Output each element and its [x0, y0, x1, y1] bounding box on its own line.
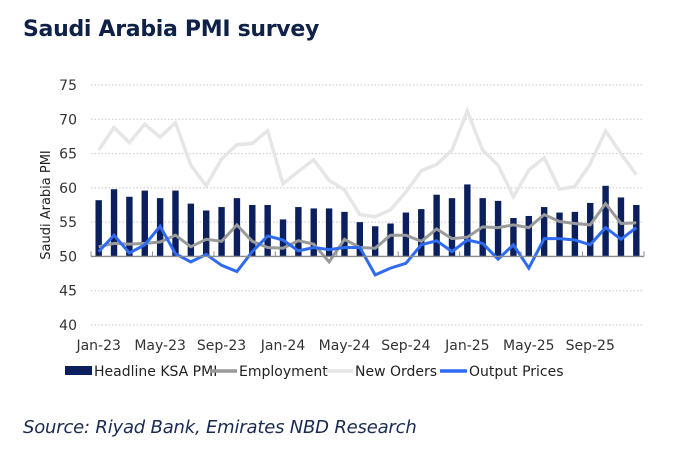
x-tick-label: Sep-24	[381, 338, 430, 354]
x-tick-label: Jan-24	[260, 338, 306, 354]
x-tick-label: May-23	[134, 338, 186, 354]
bar-headline-pmi	[525, 215, 532, 257]
bar-headline-pmi	[110, 189, 118, 257]
bar-headline-pmi	[571, 211, 579, 257]
bar-headline-pmi	[126, 196, 133, 257]
x-axis-ticks: Jan-23 May-23 Sep-23 Jan-24 May-24 Sep-24 Jan-…	[75, 338, 614, 354]
line-employment	[98, 201, 637, 265]
bar-headline-pmi	[264, 205, 271, 257]
legend-label: Headline KSA PMI	[94, 364, 217, 380]
y-tick-label: 70	[59, 112, 77, 128]
x-tick-label: May-24	[319, 338, 371, 354]
bar-headline-pmi	[295, 207, 302, 257]
y-tick-label: 40	[59, 318, 77, 334]
bar-headline-pmi	[510, 218, 517, 257]
bar-headline-pmi	[218, 207, 225, 257]
bar-series	[95, 184, 640, 257]
bar-headline-pmi	[587, 202, 594, 257]
y-tick-label: 55	[59, 215, 77, 231]
bar-headline-pmi	[310, 208, 317, 257]
x-tick-label: Jan-25	[444, 338, 489, 354]
line-new-orders	[97, 106, 638, 219]
bar-headline-pmi	[203, 210, 210, 257]
x-tick-label: Sep-23	[197, 338, 246, 354]
bar-headline-pmi	[325, 208, 333, 257]
y-axis-ticks: 40 45 50 55 60 65 70 75	[59, 78, 77, 334]
legend-swatch	[65, 366, 92, 375]
bar-headline-pmi	[233, 198, 241, 257]
bar-headline-pmi	[95, 200, 102, 257]
legend-item-headline-ksa-pmi: Headline KSA PMI	[65, 364, 217, 380]
pmi-chart: 40 45 50 55 60 65 70 75 Saudi Arabia PMI Jan-23…	[39, 78, 645, 380]
legend-item-output-prices: Output Prices	[440, 364, 564, 380]
line-series	[97, 106, 638, 277]
bar-headline-pmi	[187, 203, 195, 257]
x-tick-label: May-25	[503, 338, 555, 354]
bar-headline-pmi	[418, 209, 425, 257]
legend-label: Output Prices	[469, 364, 564, 380]
bar-headline-pmi	[279, 219, 287, 257]
bar-headline-pmi	[141, 190, 148, 257]
y-tick-label: 50	[59, 249, 77, 265]
bar-headline-pmi	[172, 190, 179, 257]
bar-headline-pmi	[540, 207, 548, 257]
y-tick-label: 45	[59, 284, 77, 300]
bar-headline-pmi	[387, 223, 394, 257]
legend: Headline KSA PMI Employment New Orders Outp…	[65, 364, 564, 380]
legend-label: New Orders	[355, 364, 437, 380]
bar-headline-pmi	[249, 205, 256, 257]
chart-title: Saudi Arabia PMI survey	[23, 17, 319, 42]
bar-headline-pmi	[433, 194, 440, 257]
y-tick-label: 60	[59, 181, 77, 197]
x-tick-label: Jan-23	[75, 338, 120, 354]
legend-label: Employment	[239, 364, 328, 380]
bar-headline-pmi	[602, 185, 609, 257]
y-tick-label: 75	[59, 78, 77, 94]
y-axis-title: Saudi Arabia PMI	[39, 150, 54, 260]
source-note: Source: Riyad Bank, Emirates NBD Researc…	[23, 417, 417, 438]
line-output-prices	[97, 223, 638, 277]
bar-headline-pmi	[556, 212, 563, 257]
bar-headline-pmi	[464, 184, 471, 257]
x-axis	[90, 251, 645, 258]
y-tick-label: 65	[59, 147, 77, 163]
x-tick-label: Sep-25	[566, 338, 615, 354]
bar-headline-pmi	[448, 198, 456, 257]
bar-headline-pmi	[356, 222, 364, 257]
legend-item-new-orders: New Orders	[326, 364, 437, 380]
bar-headline-pmi	[371, 226, 379, 257]
bar-headline-pmi	[617, 197, 625, 257]
bar-headline-pmi	[633, 205, 640, 257]
bar-headline-pmi	[341, 211, 348, 257]
legend-item-employment: Employment	[210, 364, 328, 380]
